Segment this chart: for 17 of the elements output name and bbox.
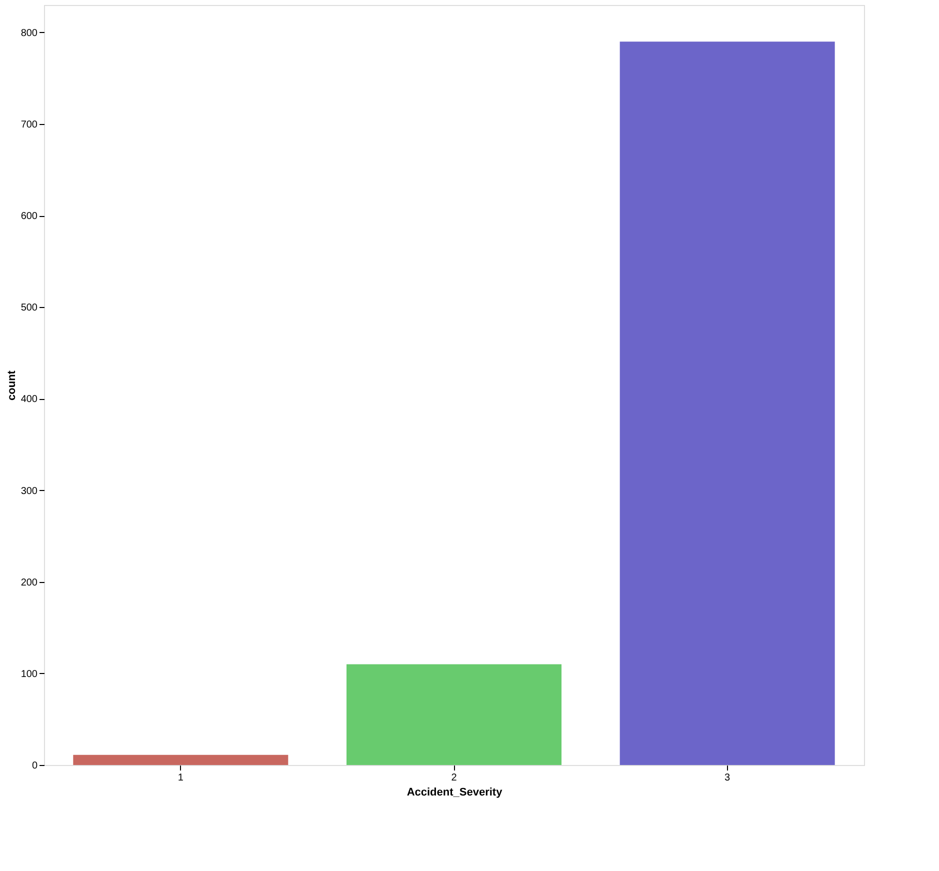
x-tick-label: 2 [451,772,458,784]
y-tick-label: 400 [20,394,38,406]
bar [620,42,835,765]
y-tick-label: 600 [20,211,38,222]
y-tick-label: 100 [20,668,38,680]
bar [73,754,288,765]
y-tick-label: 300 [20,486,38,497]
bar [346,664,562,765]
x-tick-label: 1 [178,772,184,784]
y-tick-label: 800 [20,28,38,39]
y-tick-label: 200 [20,577,38,588]
y-tick-label: 500 [20,302,38,314]
x-tick-label: 3 [724,772,731,784]
y-tick-label: 0 [32,760,38,772]
x-axis-title: Accident_Severity [406,786,504,798]
y-axis-title: count [6,370,18,400]
y-tick-label: 700 [20,120,38,131]
